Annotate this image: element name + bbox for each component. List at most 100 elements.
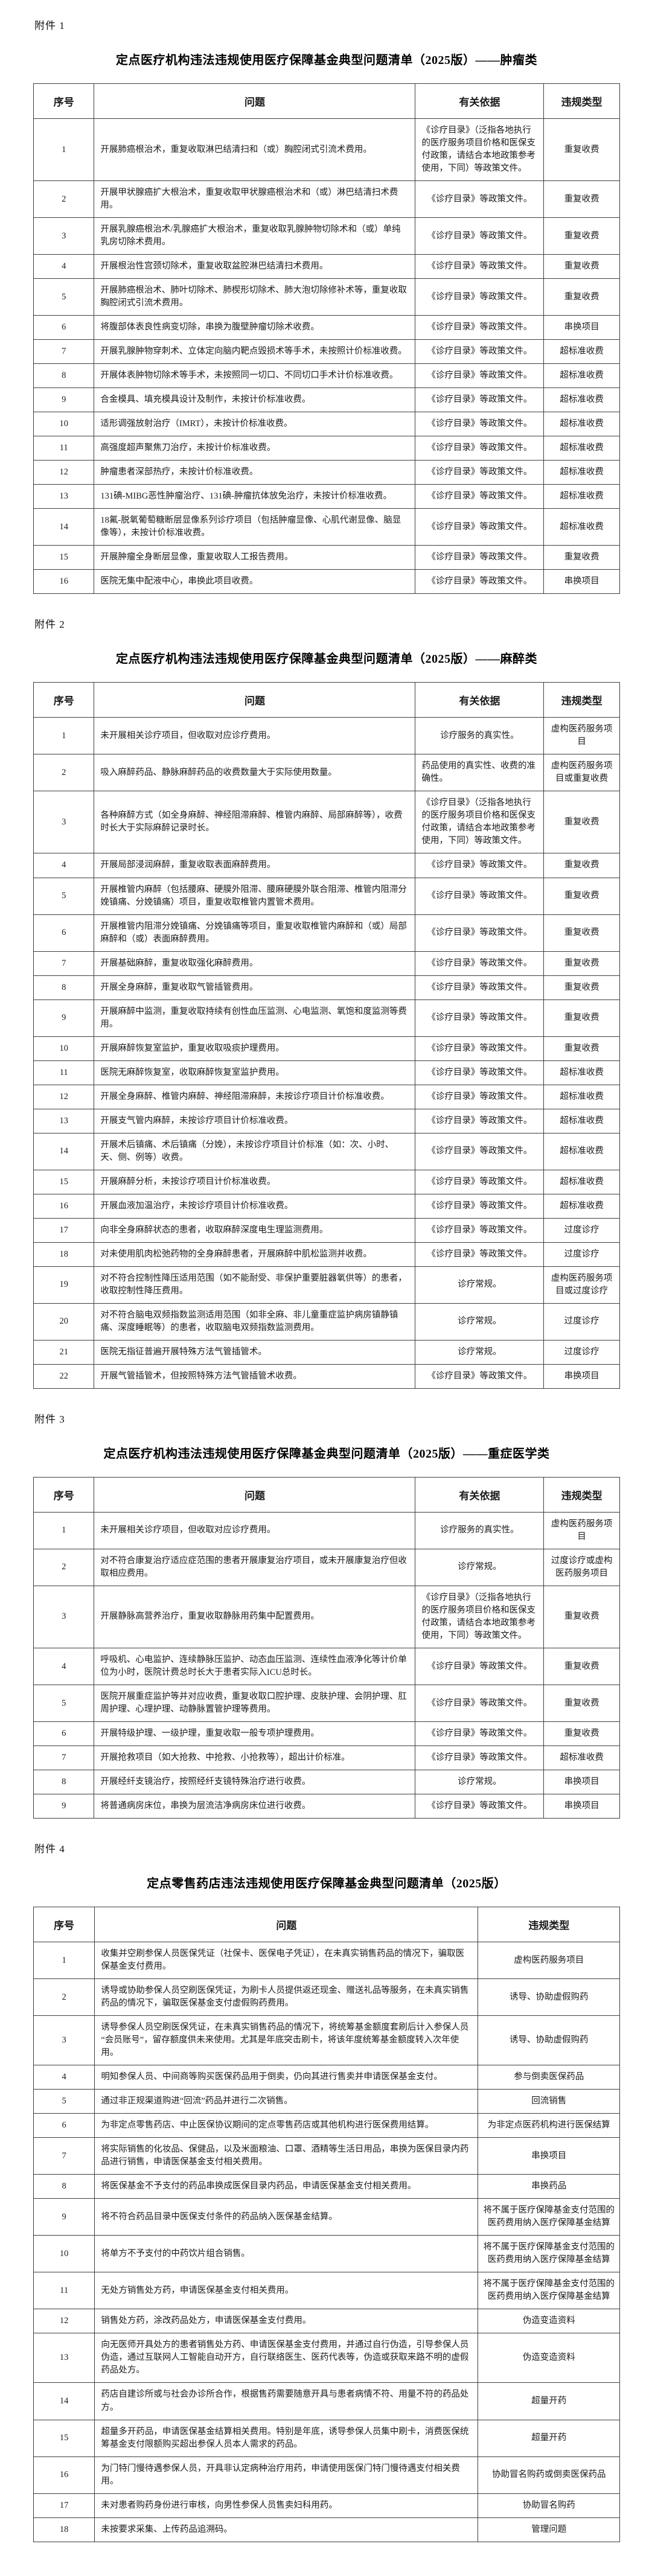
violation-type-cell: 过度诊疗 xyxy=(543,1302,620,1341)
violation-type-cell: 超量开药 xyxy=(478,2419,620,2457)
violation-type-cell: 过度诊疗 xyxy=(543,1217,620,1243)
column-header-problem-cell: 问题 xyxy=(94,682,416,718)
problem-cell: 开展静脉高营养治疗，重复收取静脉用药集中配置费用。 xyxy=(94,1585,416,1649)
violation-type-cell: 重复收费 xyxy=(543,217,620,255)
basis-cell: 诊疗常规。 xyxy=(415,1266,545,1304)
violation-type-cell: 超标准收费 xyxy=(543,363,620,389)
violation-type-cell: 过度诊疗 xyxy=(543,1242,620,1267)
problem-cell: 未开展相关诊疗项目，但收取对应诊疗费用。 xyxy=(94,1511,416,1549)
problem-cell: 开展全身麻醉、椎管内麻醉、神经阻滞麻醉，未按诊疗项目计价标准收费。 xyxy=(94,1084,416,1109)
basis-cell: 《诊疗目录》（泛指各地执行的医疗服务项目价格和医保支付政策，请结合本地政策参考使… xyxy=(415,118,545,182)
problem-cell: 药店自建诊所或与社会办诊所合作，根据售药需要随意开具与患者病情不符、用量不符的药… xyxy=(94,2382,479,2420)
problem-cell: 开展肺癌根治术，重复收取淋巴结清扫和（或）胸腔闭式引流术费用。 xyxy=(94,118,416,182)
problem-cell: 开展血液加温治疗，未按诊疗项目计价标准收费。 xyxy=(94,1193,416,1219)
table-row: 16 为门特门慢待遇参保人员，开具非认定病种治疗用药，申请使用医保门特门慢待遇支付… xyxy=(33,2456,620,2494)
problem-cell: 医院无集中配液中心，串换此项目收费。 xyxy=(94,569,416,595)
row-number-cell: 15 xyxy=(33,2419,95,2457)
table-row: 7 开展乳腺肿物穿刺术、立体定向脑内靶点毁损术等手术，未按照计价标准收费。 《诊疗目… xyxy=(33,339,620,365)
table-row: 16 开展血液加温治疗，未按诊疗项目计价标准收费。 《诊疗目录》等政策文件。 超标准收… xyxy=(33,1193,620,1219)
violation-type-cell: 串换项目 xyxy=(543,569,620,595)
row-number-cell: 9 xyxy=(33,999,95,1037)
row-number-cell: 12 xyxy=(33,1084,95,1109)
table-row: 4 开展根治性宫颈切除术，重复收取盆腔淋巴结清扫术费用。 《诊疗目录》等政策文件。重… xyxy=(33,254,620,279)
section-anesthesia: 附件 2 定点医疗机构违法违规使用医疗保障基金典型问题清单（2025版）——麻醉… xyxy=(33,616,620,1389)
table-row: 20 对不符合脑电双频指数监测适用范围（如非全麻、非儿童重症监护病房镇静镇痛、深度… xyxy=(33,1302,620,1341)
basis-cell: 《诊疗目录》等政策文件。 xyxy=(415,545,545,570)
row-number-cell: 6 xyxy=(33,914,95,952)
basis-cell: 《诊疗目录》等政策文件。 xyxy=(415,1242,545,1267)
basis-cell: 《诊疗目录》等政策文件。 xyxy=(415,315,545,340)
violation-type-cell: 虚构医药服务项目 xyxy=(543,717,620,755)
problem-cell: 开展麻醉恢复室监护，重复收取吸痰护理费用。 xyxy=(94,1036,416,1061)
problem-cell: 开展根治性宫颈切除术，重复收取盆腔淋巴结清扫术费用。 xyxy=(94,254,416,279)
basis-cell: 《诊疗目录》等政策文件。 xyxy=(415,1169,545,1194)
row-number-cell: 5 xyxy=(33,278,95,316)
basis-cell: 《诊疗目录》等政策文件。 xyxy=(415,1108,545,1133)
problem-cell: 开展肿瘤全身断层显像，重复收取人工报告费用。 xyxy=(94,545,416,570)
table-row: 8 将医保基金不予支付的药品串换成医保目录内药品，申请医保基金支付相关费用。 串换药… xyxy=(33,2174,620,2199)
problem-cell: 高强度超声聚焦刀治疗，未按计价标准收费。 xyxy=(94,436,416,461)
table-row: 1 未开展相关诊疗项目，但收取对应诊疗费用。 诊疗服务的真实性。 虚构医药服务项目 xyxy=(33,1511,620,1549)
column-header-row-number-cell: 序号 xyxy=(33,1907,95,1943)
table-row: 9 合金模具、填充模具设计及制作，未按计价标准收费。 《诊疗目录》等政策文件。 超标准… xyxy=(33,387,620,413)
basis-cell: 《诊疗目录》等政策文件。 xyxy=(415,1193,545,1219)
row-number-cell: 1 xyxy=(33,1942,95,1980)
problem-cell: 开展椎管内阻滞分娩镇痛、分娩镇痛等项目，重复收取椎管内麻醉和（或）局部麻醉和（或… xyxy=(94,914,416,952)
violation-type-cell: 重复收费 xyxy=(543,1721,620,1747)
violation-type-cell: 重复收费 xyxy=(543,853,620,878)
document-page: 附件 1 定点医疗机构违法违规使用医疗保障基金典型问题清单（2025版）——肿瘤… xyxy=(33,0,620,2576)
basis-cell: 《诊疗目录》等政策文件。 xyxy=(415,436,545,461)
problem-cell: 将不符合药品目录中医保支付条件的药品纳入医保基金结算。 xyxy=(94,2198,479,2236)
row-number-cell: 19 xyxy=(33,1266,95,1304)
table-row: 10 开展麻醉恢复室监护，重复收取吸痰护理费用。 《诊疗目录》等政策文件。 重复收费 xyxy=(33,1036,620,1061)
column-header-row-number-cell: 序号 xyxy=(33,682,95,718)
row-number-cell: 2 xyxy=(33,180,95,218)
problem-cell: 诱导参保人员空刷医保凭证，在未真实销售药品的情况下，将统筹基金额度套刷后计入参保… xyxy=(94,2015,479,2066)
basis-cell: 诊疗服务的真实性。 xyxy=(415,717,545,755)
problem-cell: 对不符合脑电双频指数监测适用范围（如非全麻、非儿童重症监护病房镇静镇痛、深度睡眠… xyxy=(94,1302,416,1341)
violation-type-cell: 过度诊疗或虚构医药服务项目 xyxy=(543,1548,620,1586)
problem-cell: 收集并空刷参保人员医保凭证（社保卡、医保电子凭证），在未真实销售药品的情况下，骗… xyxy=(94,1942,479,1980)
row-number-cell: 2 xyxy=(33,1978,95,2016)
violation-type-cell: 重复收费 xyxy=(543,999,620,1037)
problem-cell: 无处方销售处方药，申请医保基金支付相关费用。 xyxy=(94,2272,479,2310)
column-header-violation-type-cell: 违规类型 xyxy=(478,1907,620,1943)
problem-cell: 开展乳腺肿物穿刺术、立体定向脑内靶点毁损术等手术，未按照计价标准收费。 xyxy=(94,339,416,365)
table-row: 1 开展肺癌根治术，重复收取淋巴结清扫和（或）胸腔闭式引流术费用。 《诊疗目录》（泛… xyxy=(33,118,620,182)
table-header-row: 序号 问题 有关依据 违规类型 xyxy=(33,83,620,119)
row-number-cell: 16 xyxy=(33,569,95,595)
row-number-cell: 11 xyxy=(33,1060,95,1085)
basis-cell: 药品使用的真实性、收费的准确性。 xyxy=(415,754,545,792)
row-number-cell: 14 xyxy=(33,1132,95,1170)
violation-type-cell: 超量开药 xyxy=(478,2382,620,2420)
column-header-problem-cell: 问题 xyxy=(94,1476,416,1513)
table-row: 15 开展肿瘤全身断层显像，重复收取人工报告费用。 《诊疗目录》等政策文件。 重复收费 xyxy=(33,545,620,570)
column-header-problem-cell: 问题 xyxy=(94,83,416,119)
basis-cell: 《诊疗目录》等政策文件。 xyxy=(415,1060,545,1085)
violation-type-cell: 协助冒名购药 xyxy=(478,2493,620,2518)
basis-cell: 《诊疗目录》等政策文件。 xyxy=(415,387,545,413)
problem-cell: 各种麻醉方式（如全身麻醉、神经阻滞麻醉、椎管内麻醉、局部麻醉等），收费时长大于实… xyxy=(94,791,416,854)
basis-cell: 《诊疗目录》等政策文件。 xyxy=(415,460,545,485)
table-row: 5 通过非正规渠道购进“回流”药品并进行二次销售。 回流销售 xyxy=(33,2089,620,2114)
violation-type-cell: 超标准收费 xyxy=(543,436,620,461)
basis-cell: 《诊疗目录》等政策文件。 xyxy=(415,180,545,218)
table-row: 10 适形调强放射治疗（IMRT），未按计价标准收费。 《诊疗目录》等政策文件。 超标… xyxy=(33,412,620,437)
violation-type-cell: 重复收费 xyxy=(543,877,620,915)
violation-type-cell: 虚构医药服务项目 xyxy=(478,1942,620,1980)
table-row: 17 未对患者购药身份进行审核，向男性参保人员售卖妇科用药。 协助冒名购药 xyxy=(33,2493,620,2518)
violation-type-cell: 重复收费 xyxy=(543,118,620,182)
table-row: 19 对不符合控制性降压适用范围（如不能耐受、非保护重要脏器氧供等）的患者，收取控… xyxy=(33,1266,620,1304)
problem-cell: 适形调强放射治疗（IMRT），未按计价标准收费。 xyxy=(94,412,416,437)
problem-cell: 通过非正规渠道购进“回流”药品并进行二次销售。 xyxy=(94,2089,479,2114)
problem-cell: 开展局部浸润麻醉，重复收取表面麻醉费用。 xyxy=(94,853,416,878)
row-number-cell: 6 xyxy=(33,315,95,340)
table-row: 17 向非全身麻醉状态的患者，收取麻醉深度电生理监测费用。 《诊疗目录》等政策文件。… xyxy=(33,1217,620,1243)
row-number-cell: 1 xyxy=(33,717,95,755)
row-number-cell: 3 xyxy=(33,1585,95,1649)
table-row: 11 高强度超声聚焦刀治疗，未按计价标准收费。 《诊疗目录》等政策文件。 超标准收费 xyxy=(33,436,620,461)
row-number-cell: 8 xyxy=(33,1770,95,1795)
row-number-cell: 5 xyxy=(33,1685,95,1723)
column-header-problem-cell: 问题 xyxy=(94,1907,479,1943)
table-row: 3 开展静脉高营养治疗，重复收取静脉用药集中配置费用。 《诊疗目录》（泛指各地执行的… xyxy=(33,1585,620,1649)
